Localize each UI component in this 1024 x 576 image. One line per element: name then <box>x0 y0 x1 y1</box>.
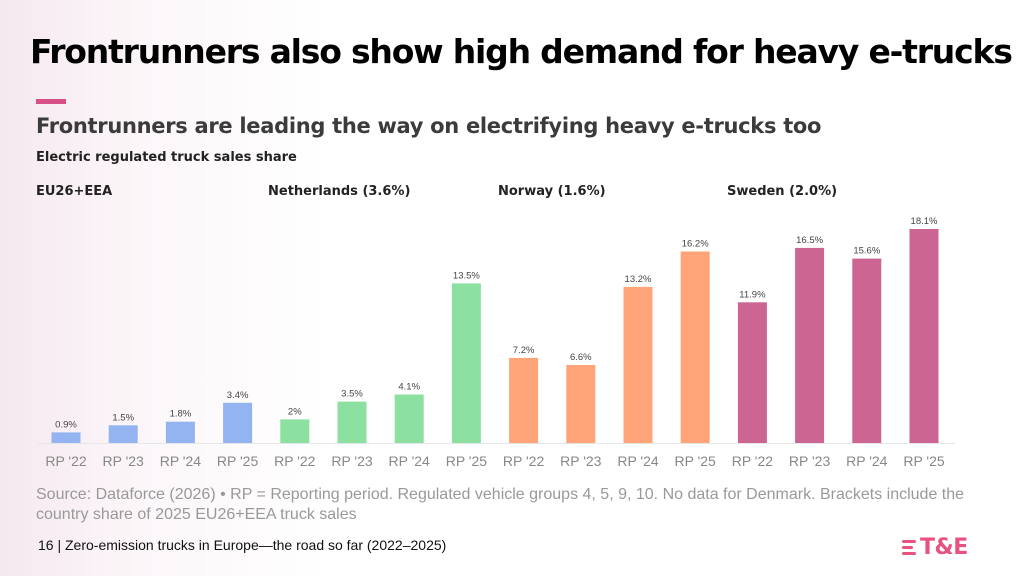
tick-label-g1-1: RP '23 <box>331 453 373 469</box>
bar-g3-0 <box>737 302 767 443</box>
tick-label-g0-3: RP '25 <box>217 453 259 469</box>
value-label-g3-2: 15.6% <box>853 246 880 257</box>
bar-g1-3 <box>451 283 481 443</box>
bar-g2-2 <box>623 286 653 443</box>
tick-label-g2-1: RP '23 <box>560 453 602 469</box>
group-label-netherlands: Netherlands (3.6%) <box>268 184 411 199</box>
footer: 16 | Zero-emission trucks in Europe—the … <box>38 537 446 553</box>
bar-g3-1 <box>795 247 825 443</box>
value-label-g0-2: 1.8% <box>170 409 192 420</box>
slide-title: Frontrunners also show high demand for h… <box>30 32 1013 71</box>
accent-bar <box>36 99 66 104</box>
te-logo: T&E <box>902 534 968 560</box>
bar-g1-1 <box>337 401 367 443</box>
footer-text: | Zero-emission trucks in Europe—the roa… <box>57 537 447 553</box>
bar-g2-1 <box>566 365 596 443</box>
bar-g1-2 <box>394 394 424 443</box>
tick-label-g3-3: RP '25 <box>903 453 945 469</box>
value-label-g2-1: 6.6% <box>570 352 592 363</box>
page-number: 16 <box>38 537 54 553</box>
tick-label-g2-2: RP '24 <box>617 453 659 469</box>
bar-g0-3 <box>223 402 253 443</box>
bar-g0-1 <box>108 425 138 443</box>
value-label-g1-1: 3.5% <box>341 389 363 400</box>
group-label-sweden: Sweden (2.0%) <box>727 184 838 199</box>
value-label-g1-2: 4.1% <box>398 382 420 393</box>
chart-metric-label: Electric regulated truck sales share <box>36 150 297 165</box>
value-label-g3-1: 16.5% <box>796 235 823 246</box>
value-label-g0-0: 0.9% <box>55 419 77 430</box>
logo-text: T&E <box>920 534 968 560</box>
bar-g1-0 <box>280 419 310 443</box>
value-label-g3-3: 18.1% <box>911 216 938 227</box>
chart-title: Frontrunners are leading the way on elec… <box>36 114 822 138</box>
value-label-g1-3: 13.5% <box>453 270 480 281</box>
value-label-g1-0: 2% <box>288 406 302 417</box>
tick-label-g3-1: RP '23 <box>789 453 831 469</box>
bar-g2-0 <box>509 357 539 443</box>
group-label-eu: EU26+EEA <box>36 184 113 199</box>
tick-label-g1-2: RP '24 <box>389 453 431 469</box>
tick-label-g0-2: RP '24 <box>160 453 202 469</box>
logo-lines-icon <box>902 539 916 555</box>
value-label-g0-1: 1.5% <box>112 412 134 423</box>
group-label-norway: Norway (1.6%) <box>498 184 606 199</box>
background-glow <box>0 0 330 576</box>
tick-label-g3-2: RP '24 <box>846 453 888 469</box>
tick-label-g0-1: RP '23 <box>103 453 145 469</box>
tick-label-g2-0: RP '22 <box>503 453 545 469</box>
value-label-g0-3: 3.4% <box>227 390 249 401</box>
value-label-g2-0: 7.2% <box>513 345 535 356</box>
value-label-g3-0: 11.9% <box>739 289 766 300</box>
tick-label-g1-3: RP '25 <box>446 453 488 469</box>
value-label-g2-2: 13.2% <box>625 274 652 285</box>
tick-label-g2-3: RP '25 <box>675 453 717 469</box>
tick-label-g3-0: RP '22 <box>732 453 774 469</box>
bar-g3-3 <box>909 229 939 443</box>
tick-label-g1-0: RP '22 <box>274 453 316 469</box>
bar-g0-0 <box>51 432 81 443</box>
bar-g2-3 <box>680 251 710 443</box>
bar-g3-2 <box>852 258 882 443</box>
value-label-g2-3: 16.2% <box>682 239 709 250</box>
tick-label-g0-0: RP '22 <box>45 453 87 469</box>
source-note: Source: Dataforce (2026) • RP = Reportin… <box>36 486 965 523</box>
bar-g0-2 <box>165 421 195 443</box>
